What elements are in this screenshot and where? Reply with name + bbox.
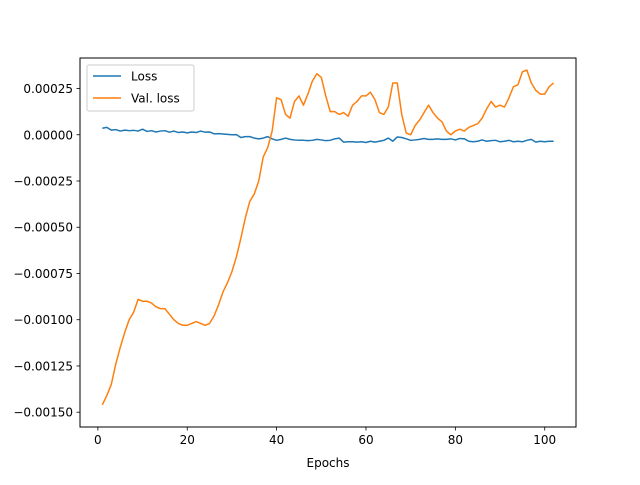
legend-label-0: Loss [131,70,157,84]
legend-label-1: Val. loss [131,92,180,106]
y-tick-label: −0.00100 [13,313,73,327]
y-tick-label: −0.00125 [13,359,73,373]
x-tick-label: 80 [448,433,463,447]
y-tick-label: −0.00150 [13,406,73,420]
y-tick-label: −0.00050 [13,221,73,235]
y-tick-label: −0.00025 [13,175,73,189]
x-tick-label: 40 [269,433,284,447]
y-tick-label: 0.00000 [23,128,73,142]
series-line-1 [101,69,555,406]
x-tick-label: 0 [94,433,102,447]
legend: Loss Val. loss [86,64,195,112]
y-tick-label: 0.00025 [23,82,73,96]
x-axis: 0 20 40 60 80 100 [94,427,556,447]
y-tick-label: −0.00075 [13,267,73,281]
x-axis-label: Epochs [307,456,350,470]
x-tick-label: 20 [180,433,195,447]
x-tick-label: 100 [533,433,556,447]
series-line-0 [102,126,554,144]
x-tick-label: 60 [358,433,373,447]
plot-frame [79,57,577,428]
y-axis: 0.00025 0.00000 −0.00025 −0.00050 −0.00075 −0… [13,82,80,420]
series-layer [101,69,555,406]
